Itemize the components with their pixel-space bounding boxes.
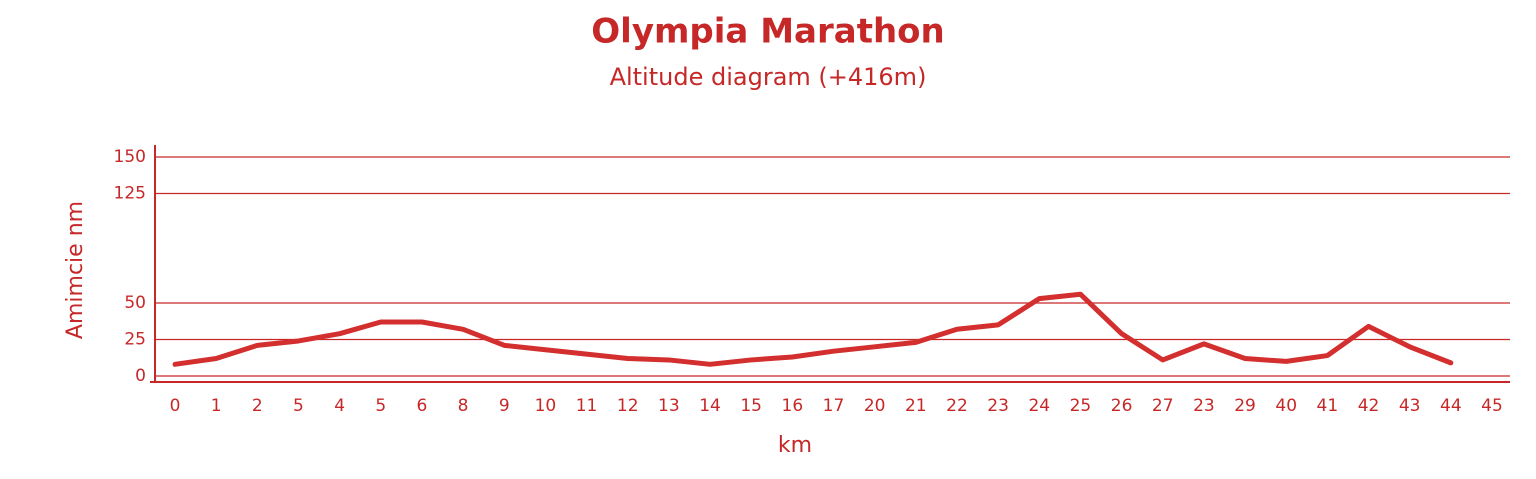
- y-tick-label: 0: [135, 366, 146, 386]
- x-tick-label: 45: [1481, 396, 1503, 416]
- y-tick-label: 50: [124, 293, 146, 313]
- x-tick-label: 9: [499, 396, 510, 416]
- x-tick-label: 11: [576, 396, 598, 416]
- altitude-line: [172, 291, 1454, 367]
- x-tick-label: 20: [864, 396, 886, 416]
- x-tick-label: 10: [535, 396, 557, 416]
- x-tick-label: 15: [740, 396, 762, 416]
- x-tick-label: 44: [1440, 396, 1462, 416]
- x-tick-label: 42: [1358, 396, 1380, 416]
- x-tick-label: 29: [1234, 396, 1256, 416]
- x-tick-label: 0: [170, 396, 181, 416]
- y-axis-title: Amimcie nm: [63, 201, 88, 339]
- x-tick-label: 26: [1111, 396, 1133, 416]
- x-axis-title: km: [778, 433, 812, 458]
- x-tick-label: 24: [1028, 396, 1050, 416]
- x-tick-label: 12: [617, 396, 639, 416]
- x-tick-label: 41: [1317, 396, 1339, 416]
- x-tick-label: 21: [905, 396, 927, 416]
- x-tick-label: 43: [1399, 396, 1421, 416]
- x-tick-label: 2: [252, 396, 263, 416]
- chart-subtitle: Altitude diagram (+416m): [610, 63, 927, 91]
- chart-title: Olympia Marathon: [591, 12, 944, 52]
- x-tick-label: 17: [823, 396, 845, 416]
- x-tick-label: 27: [1152, 396, 1174, 416]
- x-tick-label: 4: [334, 396, 345, 416]
- x-tick-label: 23: [987, 396, 1009, 416]
- x-tick-label: 25: [1070, 396, 1092, 416]
- x-tick-label: 5: [375, 396, 386, 416]
- x-tick-label: 1: [211, 396, 222, 416]
- y-tick-label: 25: [124, 330, 146, 350]
- x-tick-label: 6: [417, 396, 428, 416]
- x-tick-label: 22: [946, 396, 968, 416]
- x-tick-label: 40: [1275, 396, 1297, 416]
- x-tick-label: 5: [293, 396, 304, 416]
- x-tick-label: 13: [658, 396, 680, 416]
- x-tick-label: 23: [1193, 396, 1215, 416]
- y-tick-label: 150: [114, 147, 146, 167]
- x-tick-label: 16: [782, 396, 804, 416]
- y-tick-label: 125: [114, 184, 146, 204]
- x-tick-label: 14: [699, 396, 721, 416]
- x-tick-label: 8: [458, 396, 469, 416]
